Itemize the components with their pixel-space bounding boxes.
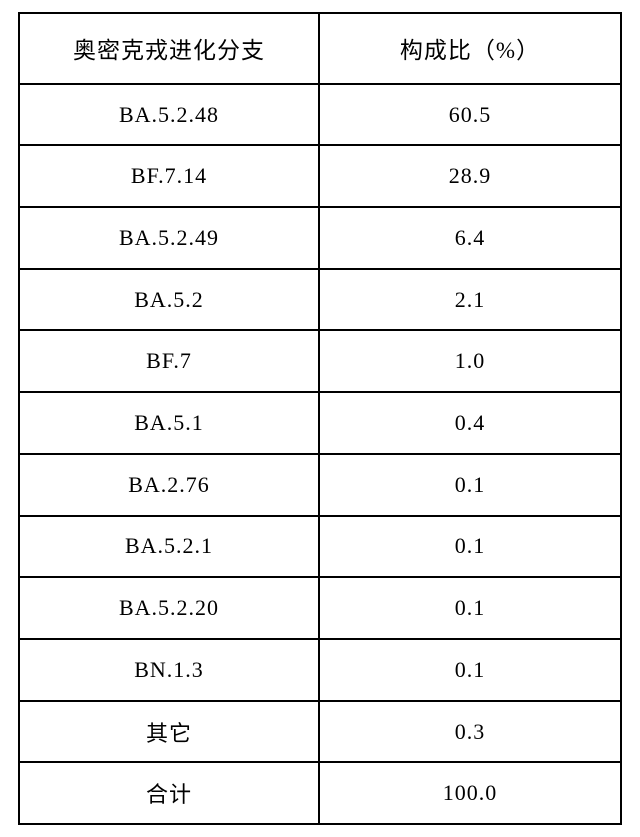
table-row: BA.5.2.1 0.1 [18, 517, 622, 579]
table-row: BA.2.76 0.1 [18, 455, 622, 517]
variant-name: BA.5.2.49 [20, 208, 320, 268]
column-header-variant: 奥密克戎进化分支 [20, 14, 320, 83]
variant-proportion: 0.1 [320, 640, 620, 700]
variant-proportion: 2.1 [320, 270, 620, 330]
table-row: BA.5.2 2.1 [18, 270, 622, 332]
variant-proportion: 0.1 [320, 455, 620, 515]
total-label: 合计 [20, 763, 320, 823]
variant-proportion: 0.1 [320, 517, 620, 577]
variant-name: BN.1.3 [20, 640, 320, 700]
variant-name: BA.5.2.48 [20, 85, 320, 145]
total-value: 100.0 [320, 763, 620, 823]
variant-name: BA.5.2.20 [20, 578, 320, 638]
table-row: BA.5.2.48 60.5 [18, 85, 622, 147]
table-row: BN.1.3 0.1 [18, 640, 622, 702]
variant-proportion: 6.4 [320, 208, 620, 268]
table-header-row: 奥密克戎进化分支 构成比（%） [18, 12, 622, 85]
table-row: BA.5.1 0.4 [18, 393, 622, 455]
variant-name: 其它 [20, 702, 320, 762]
table-row: BA.5.2.20 0.1 [18, 578, 622, 640]
variant-name: BA.5.1 [20, 393, 320, 453]
variant-proportion: 0.3 [320, 702, 620, 762]
variant-name: BA.2.76 [20, 455, 320, 515]
table-row: BF.7 1.0 [18, 331, 622, 393]
variant-name: BF.7 [20, 331, 320, 391]
table-row: BA.5.2.49 6.4 [18, 208, 622, 270]
column-header-proportion: 构成比（%） [320, 14, 620, 83]
variant-name: BA.5.2.1 [20, 517, 320, 577]
variant-name: BA.5.2 [20, 270, 320, 330]
variant-proportion: 0.4 [320, 393, 620, 453]
variant-proportion: 28.9 [320, 146, 620, 206]
table-row: BF.7.14 28.9 [18, 146, 622, 208]
variant-table: 奥密克戎进化分支 构成比（%） BA.5.2.48 60.5 BF.7.14 2… [18, 12, 622, 825]
variant-proportion: 60.5 [320, 85, 620, 145]
variant-proportion: 1.0 [320, 331, 620, 391]
table-row: 其它 0.3 [18, 702, 622, 764]
table-total-row: 合计 100.0 [18, 763, 622, 825]
variant-name: BF.7.14 [20, 146, 320, 206]
variant-proportion: 0.1 [320, 578, 620, 638]
